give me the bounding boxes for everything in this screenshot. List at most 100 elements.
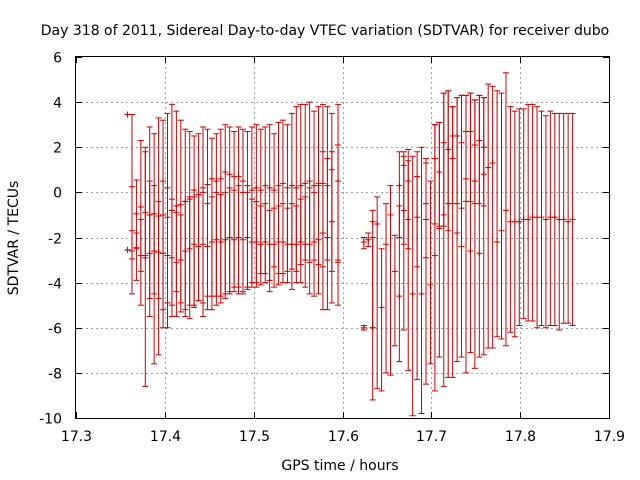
y-tick-label: 4 (53, 96, 62, 112)
error-bar-point (128, 230, 135, 295)
error-bar-point (266, 209, 273, 293)
error-bar-point (507, 106, 514, 333)
error-bar-point (195, 194, 202, 302)
error-bar-point (569, 112, 576, 326)
error-bar-point (445, 90, 452, 232)
error-bar-point (396, 151, 403, 238)
x-tick-label: 17.8 (505, 429, 536, 445)
error-bar-point (213, 191, 220, 297)
x-tick-label: 17.3 (61, 429, 92, 445)
error-bar-point (400, 151, 407, 245)
error-bar-point (262, 203, 269, 284)
error-bar-point (133, 232, 140, 281)
error-bar-point (471, 99, 478, 205)
error-bar-point (542, 115, 549, 329)
error-bar-point (498, 92, 505, 340)
error-bars (124, 72, 576, 417)
error-bar-point (200, 191, 207, 304)
error-bar-point (324, 158, 331, 311)
grid (76, 57, 609, 418)
error-bar-point (226, 187, 233, 293)
error-bar-point (565, 112, 572, 324)
x-tick-label: 17.9 (594, 429, 625, 445)
x-tick-label: 17.6 (328, 429, 359, 445)
error-bar-point (414, 151, 421, 268)
error-bar-point (454, 97, 461, 205)
x-tick-label: 17.7 (416, 429, 447, 445)
error-bar-point (360, 237, 367, 250)
error-bar-point (217, 194, 224, 297)
y-tick-label: -4 (48, 277, 62, 293)
error-bar-point (191, 189, 198, 308)
error-bar-point (315, 185, 322, 295)
x-axis-label: GPS time / hours (281, 458, 398, 474)
error-bar-point (328, 151, 335, 304)
error-bar-point (231, 189, 238, 288)
error-bar-point (476, 94, 483, 205)
error-bar-point (257, 205, 264, 286)
error-bar-point (142, 146, 149, 387)
error-bar-point (458, 94, 465, 209)
error-bar-point (516, 108, 523, 326)
error-bar-point (275, 205, 282, 286)
error-bar-point (306, 187, 313, 295)
y-axis-label: SDTVAR / TECUs (6, 181, 22, 296)
error-bar-point (547, 110, 554, 326)
error-bar-point (511, 110, 518, 338)
error-bar-point (556, 112, 563, 331)
y-tick-label: -8 (48, 367, 62, 383)
error-bar-point (177, 214, 184, 313)
error-bar-point (222, 191, 229, 295)
error-bar-point (293, 205, 300, 284)
error-bar-point (253, 200, 260, 288)
error-bar-point (431, 124, 438, 225)
error-bar-point (489, 85, 496, 349)
error-bar-point (319, 151, 326, 311)
error-bar-point (418, 146, 425, 414)
y-tick-label: 6 (53, 51, 62, 67)
error-bar-point (369, 237, 376, 401)
error-bar-point (538, 110, 545, 326)
error-bar-point (485, 83, 492, 349)
error-bar-point (164, 187, 171, 329)
error-bar-point (297, 198, 304, 284)
error-bar-point (502, 72, 509, 347)
error-bar-point (288, 203, 295, 290)
error-bar-point (436, 121, 443, 229)
error-bar-point (204, 203, 211, 297)
error-bar-point (271, 207, 278, 288)
error-bar-point (462, 94, 469, 202)
error-bar-point (529, 103, 536, 322)
error-bar-point (551, 112, 558, 326)
error-bar-point (124, 246, 131, 253)
error-bar-point (155, 200, 162, 356)
error-bar-point (449, 106, 456, 205)
y-tick-label: -2 (48, 232, 62, 248)
error-bar-point (387, 185, 394, 376)
error-bar-point (186, 196, 193, 306)
error-bar-point (335, 144, 342, 306)
plot-frame (75, 56, 610, 419)
error-bar-point (494, 90, 501, 338)
error-bar-point (279, 203, 286, 284)
error-bar-point (137, 218, 144, 306)
error-bar-point (480, 97, 487, 207)
error-bar-point (378, 248, 385, 392)
error-bar-point (365, 232, 372, 248)
error-bar-point (391, 234, 398, 347)
error-bar-point (182, 200, 189, 311)
error-bar-point (360, 324, 367, 331)
error-bar-point (427, 180, 434, 365)
error-bar-point (146, 180, 153, 317)
error-bar-point (248, 198, 255, 288)
axis-ticks: 17.3 17.4 17.5 17.6 17.7 17.8 17.9 -10 -8 -6 -4 -2 0… (39, 51, 625, 446)
error-bar-point (409, 155, 416, 417)
error-bar-point (560, 112, 567, 324)
error-bar-point (244, 191, 251, 288)
error-bar-point (235, 185, 242, 288)
error-bar-point (423, 158, 430, 259)
error-bar-point (151, 185, 158, 365)
y-tick-label: 0 (53, 186, 62, 202)
y-tick-label: 2 (53, 141, 62, 157)
